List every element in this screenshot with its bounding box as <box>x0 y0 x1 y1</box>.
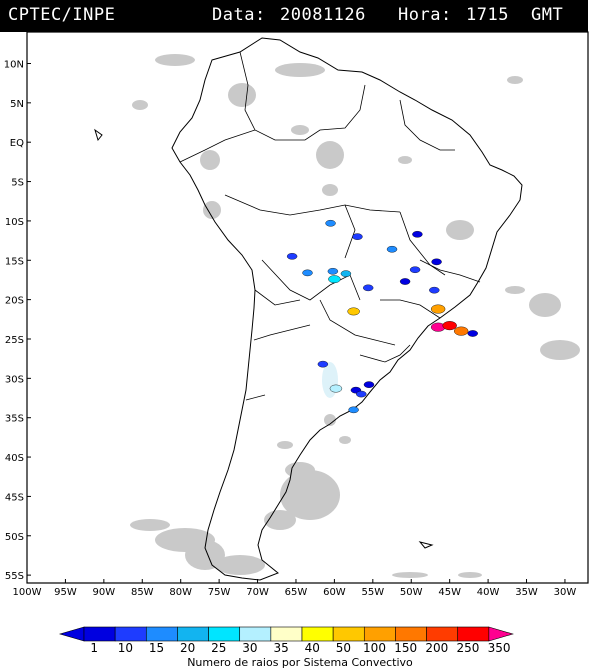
lon-tick-label: 70W <box>246 587 269 598</box>
lon-tick-label: 60W <box>323 587 346 598</box>
convective-cell <box>430 304 446 314</box>
map-header: CPTEC/INPE Data: 20081126 Hora: 1715 GMT <box>0 0 588 32</box>
scale-swatch <box>208 626 241 642</box>
convective-cell <box>409 266 421 274</box>
lat-tick-label: 5S <box>11 178 24 189</box>
date-label: Data: <box>212 5 266 25</box>
convective-cell <box>327 267 339 275</box>
time-label: Hora: <box>398 5 452 25</box>
scale-swatch <box>457 626 490 642</box>
convective-cell <box>453 326 469 336</box>
color-scale-bar <box>58 626 514 642</box>
scale-swatch <box>301 626 334 642</box>
scale-swatch <box>239 626 272 642</box>
scale-swatch <box>332 626 365 642</box>
map-frame <box>26 31 589 584</box>
convective-cell <box>329 384 343 393</box>
convective-cell <box>412 230 423 238</box>
convective-cell <box>352 233 363 240</box>
convective-cell <box>363 284 374 292</box>
continent-outline <box>94 37 523 581</box>
longitude-axis: 100W 95W 90W 85W 80W 75W 70W 65W 60W 55W 50W 45W 40W… <box>13 579 577 598</box>
scale-label: 10 <box>117 641 133 655</box>
convective-cell <box>325 219 336 227</box>
scale-label: 40 <box>304 641 320 655</box>
scale-label: 1 <box>90 641 99 655</box>
convective-cell <box>363 381 375 388</box>
lat-tick-label: 10S <box>5 217 24 228</box>
source-label: CPTEC/INPE <box>8 5 116 25</box>
convective-cell <box>302 269 313 277</box>
convective-cells-layer <box>286 219 478 414</box>
convective-cell <box>340 270 352 277</box>
scale-label: 200 <box>425 641 449 655</box>
convective-cell <box>286 253 298 260</box>
scale-label: 250 <box>456 641 480 655</box>
lon-tick-label: 45W <box>438 587 461 598</box>
scale-swatch <box>114 626 147 642</box>
lon-tick-label: 95W <box>54 587 77 598</box>
lat-tick-label: 20S <box>5 296 24 307</box>
convective-cell <box>317 360 329 368</box>
timezone-label: GMT <box>531 5 564 25</box>
lat-tick-label: 30S <box>5 374 24 385</box>
scale-label: 350 <box>487 641 511 655</box>
lat-tick-label: 40S <box>5 453 24 464</box>
lat-tick-label: EQ <box>10 138 24 149</box>
latitude-axis: 10N 5N EQ 5S 10S 15S 20S 25S 30S 35S 40S 45S 50S 55S <box>4 59 31 582</box>
scale-swatch <box>270 626 303 642</box>
scale-swatch <box>177 626 209 642</box>
lat-tick-label: 10N <box>4 59 24 70</box>
time-value: 1715 <box>466 5 509 25</box>
convective-cell <box>467 330 478 337</box>
lon-tick-label: 40W <box>477 587 500 598</box>
lat-tick-label: 50S <box>5 532 24 543</box>
lat-tick-label: 15S <box>5 256 24 267</box>
scale-swatch <box>426 626 459 642</box>
convective-cell <box>328 275 341 284</box>
scale-arrow-left <box>58 626 85 642</box>
lat-tick-label: 25S <box>5 335 24 346</box>
scale-label: 15 <box>148 641 165 655</box>
lon-tick-label: 50W <box>400 587 423 598</box>
lon-tick-label: 100W <box>13 587 42 598</box>
convective-cell <box>442 321 457 331</box>
scale-swatch <box>363 626 396 642</box>
cloud-cover-layer <box>130 54 580 578</box>
scale-swatch <box>395 626 427 642</box>
lat-tick-label: 35S <box>5 414 24 425</box>
convective-cell <box>399 278 411 285</box>
convective-cell <box>347 307 360 316</box>
lon-tick-label: 90W <box>93 587 116 598</box>
lon-tick-label: 85W <box>131 587 154 598</box>
lon-tick-label: 80W <box>169 587 192 598</box>
lon-tick-label: 55W <box>362 587 385 598</box>
scale-label: 50 <box>335 641 351 655</box>
convective-cell <box>348 406 359 414</box>
legend-title: Numero de raios por Sistema Convectivo <box>187 656 413 669</box>
lat-tick-label: 55S <box>5 571 24 582</box>
date-value: 20081126 <box>280 5 366 25</box>
convective-cell <box>431 258 442 266</box>
scale-label: 100 <box>363 641 386 655</box>
scale-label: 35 <box>273 641 289 655</box>
convective-cell <box>356 390 367 398</box>
scale-swatch <box>83 626 116 642</box>
lat-tick-label: 5N <box>10 99 24 110</box>
scale-label: 30 <box>242 641 258 655</box>
country-borders <box>179 51 481 401</box>
scale-arrow-right <box>488 626 514 642</box>
lat-tick-label: 45S <box>5 492 24 503</box>
lon-tick-label: 65W <box>285 587 308 598</box>
lon-tick-label: 75W <box>208 587 231 598</box>
scale-label: 20 <box>180 641 196 655</box>
lon-tick-label: 35W <box>515 587 538 598</box>
scale-label: 25 <box>211 641 227 655</box>
convective-cell <box>429 286 440 294</box>
convective-cell <box>386 245 398 253</box>
scale-label: 150 <box>394 641 418 655</box>
scale-swatch <box>145 626 178 642</box>
lon-tick-label: 30W <box>554 587 577 598</box>
